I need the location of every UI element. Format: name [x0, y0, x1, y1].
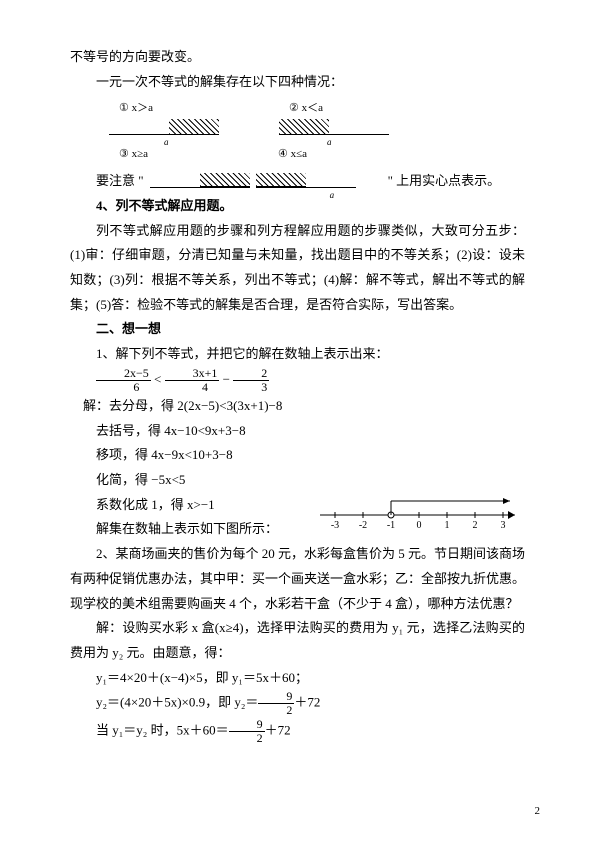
- step-2: 去括号，得 4x−10<9x+3−8: [70, 419, 525, 444]
- step-1: 解：去分母，得 2(2x−5)<3(3x+1)−8: [70, 394, 525, 419]
- ans4-pre: 当 y₁＝y₂ 时，5x＋60＝: [96, 722, 229, 737]
- diag4-box: a: [256, 173, 356, 191]
- section-2: 二、想一想: [70, 317, 525, 342]
- diagram-row-1: ① x＞a a ② x＜a a: [109, 98, 525, 141]
- question-1: 1、解下列不等式，并把它的解在数轴上表示出来：: [70, 342, 525, 367]
- para-four-cases: 一元一次不等式的解集存在以下四种情况：: [70, 70, 525, 95]
- svg-text:-3: -3: [331, 520, 339, 531]
- diag3-box: [150, 173, 250, 191]
- svg-text:1: 1: [445, 520, 450, 531]
- step-3: 移项，得 4x−9x<10+3−8: [70, 443, 525, 468]
- answer-4: 当 y₁＝y₂ 时，5x＋60＝92＋72: [70, 718, 525, 745]
- diag4-label: ④ x≤a: [278, 144, 307, 165]
- heading-4: 4、列不等式解应用题。: [70, 194, 525, 219]
- svg-text:-1: -1: [387, 520, 395, 531]
- ans3-post: ＋72: [294, 695, 320, 710]
- answer-1: 解：设购买水彩 x 盒(x≥4)，选择甲法购买的费用为 y₁ 元，选择乙法购买的…: [70, 616, 525, 665]
- ans4-post: ＋72: [265, 722, 291, 737]
- svg-text:3: 3: [501, 520, 506, 531]
- answer-2: y₁＝4×20＋(x−4)×5，即 y₁＝5x＋60；: [70, 666, 525, 691]
- diag1-box: a: [109, 119, 219, 141]
- note-solid-dot: 要注意 " a " 上用实心点表示。: [70, 169, 525, 194]
- number-line: -3 -2 -1 0 1 2 3: [315, 493, 525, 533]
- step-4: 化简，得 −5x<5: [70, 468, 525, 493]
- diag1-label: ① x＞a: [119, 98, 153, 119]
- para-direction-change: 不等号的方向要改变。: [70, 45, 525, 70]
- svg-text:2: 2: [473, 520, 478, 531]
- diag2-label: ② x＜a: [289, 98, 323, 119]
- note-pre: 要注意 ": [70, 169, 144, 194]
- step-5: 系数化成 1，得 x>−1: [70, 493, 285, 518]
- ans3-pre: y₂＝(4×20＋5x)×0.9，即 y₂＝: [96, 695, 258, 710]
- page-number: 2: [535, 801, 541, 822]
- svg-text:0: 0: [417, 520, 422, 531]
- diag3-label: ③ x≥a: [119, 144, 148, 165]
- step-6: 解集在数轴上表示如下图所示：: [70, 517, 285, 542]
- equation-main: 2x−56 < 3x+14 − 23: [70, 367, 525, 394]
- minus-symbol: −: [223, 371, 230, 386]
- question-2: 2、某商场画夹的售价为每个 20 元，水彩每盒售价为 5 元。节日期间该商场有两…: [70, 542, 525, 616]
- answer-3: y₂＝(4×20＋5x)×0.9，即 y₂＝92＋72: [70, 690, 525, 717]
- diagram-row-2: ③ x≥a ④ x≤a: [109, 144, 525, 165]
- svg-text:-2: -2: [359, 520, 367, 531]
- lt-symbol: <: [154, 371, 161, 386]
- diag2-box: a: [279, 119, 389, 141]
- note-post: " 上用实心点表示。: [362, 169, 501, 194]
- para-steps: 列不等式解应用题的步骤和列方程解应用题的步骤类似，大致可分五步：(1)审：仔细审…: [70, 219, 525, 318]
